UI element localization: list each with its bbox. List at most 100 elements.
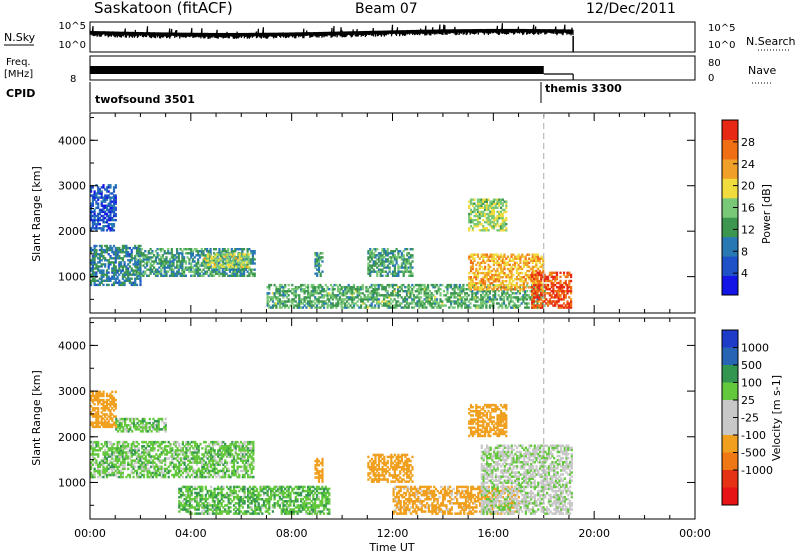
- velocity-cell: [215, 467, 218, 471]
- power-cell: [453, 290, 456, 293]
- velocity-cell: [109, 394, 112, 398]
- power-cell: [114, 200, 117, 203]
- velocity-cell: [227, 455, 230, 458]
- power-cell: [123, 255, 126, 258]
- velocity-cell: [213, 442, 216, 446]
- velocity-cell: [234, 469, 237, 473]
- velocity-cell: [180, 449, 183, 452]
- power-cell: [554, 271, 557, 274]
- power-cell: [372, 262, 375, 265]
- power-cell: [555, 296, 559, 299]
- power-cell: [475, 276, 478, 279]
- velocity-cell: [199, 473, 202, 477]
- power-cell: [330, 304, 333, 307]
- power-cell: [301, 298, 304, 301]
- power-cell: [250, 250, 253, 253]
- power-cell: [395, 256, 398, 259]
- power-cell: [487, 208, 490, 212]
- power-cell: [104, 196, 107, 199]
- velocity-cell: [176, 447, 179, 450]
- velocity-cell: [174, 449, 177, 452]
- velocity-cell: [95, 394, 98, 398]
- power-cell: [474, 296, 477, 299]
- power-cell: [548, 298, 551, 301]
- power-cell: [482, 198, 485, 201]
- velocity-cell: [120, 463, 123, 466]
- velocity-cell: [121, 475, 124, 479]
- power-cell: [154, 268, 157, 271]
- power-cell: [487, 278, 490, 281]
- power-cell: [107, 216, 110, 220]
- power-cell: [522, 290, 525, 293]
- power-cell: [280, 286, 283, 289]
- velocity-cell: [247, 442, 250, 446]
- power-cell: [552, 292, 555, 295]
- power-cell: [317, 302, 320, 305]
- velocity-cell: [111, 403, 114, 406]
- power-cell: [484, 253, 487, 256]
- power-cell: [277, 288, 280, 291]
- velocity-cell: [104, 467, 107, 471]
- power-cell: [496, 267, 499, 271]
- power-cell: [406, 260, 409, 263]
- power-cell: [557, 288, 560, 291]
- velocity-cell: [169, 469, 172, 473]
- velocity-cell: [114, 403, 117, 406]
- power-cell: [161, 266, 164, 269]
- power-cell: [139, 281, 142, 284]
- power-cell: [319, 274, 322, 277]
- power-cell: [476, 253, 480, 256]
- velocity-cell: [238, 473, 241, 477]
- power-cell: [243, 248, 246, 251]
- velocity-cell: [232, 465, 236, 469]
- power-cell: [522, 294, 525, 297]
- velocity-cell: [252, 442, 255, 446]
- power-plot-bg: [90, 113, 695, 313]
- power-cells: [90, 184, 573, 309]
- power-cell: [170, 252, 173, 255]
- power-cell: [382, 286, 386, 289]
- power-cell: [475, 269, 478, 273]
- power-cell: [244, 268, 247, 271]
- power-cell: [505, 261, 508, 264]
- power-cell: [503, 286, 506, 289]
- velocity-cell: [135, 440, 139, 444]
- velocity-cell: [128, 449, 131, 452]
- power-cell: [428, 300, 431, 303]
- velocity-cell: [125, 447, 128, 450]
- power-cell: [381, 262, 384, 265]
- power-cell: [174, 254, 177, 257]
- power-cell: [498, 255, 501, 258]
- power-cell: [97, 204, 100, 207]
- power-cell: [315, 292, 319, 295]
- velocity-cell: [206, 453, 209, 456]
- power-cell: [476, 221, 480, 224]
- power-cell: [547, 283, 550, 287]
- freq-unit: [MHz]: [4, 69, 33, 80]
- power-cell: [238, 257, 241, 260]
- power-cell: [392, 254, 395, 257]
- power-cell: [543, 279, 546, 283]
- power-cell: [317, 306, 320, 309]
- velocity-cell: [112, 459, 116, 462]
- power-cell: [370, 254, 373, 257]
- velocity-cell: [93, 449, 96, 452]
- power-cell: [492, 290, 495, 293]
- power-cell: [105, 204, 109, 207]
- power-cell: [547, 279, 550, 283]
- power-cell: [536, 292, 539, 295]
- velocity-cell: [132, 465, 135, 469]
- power-cell: [135, 258, 138, 261]
- velocity-cell: [130, 449, 133, 452]
- power-cell: [439, 292, 442, 295]
- velocity-cell: [95, 442, 98, 446]
- power-cell: [351, 286, 354, 289]
- velocity-cell: [155, 440, 158, 444]
- power-cell: [245, 255, 248, 258]
- power-cell: [474, 294, 477, 297]
- power-cell: [287, 306, 290, 309]
- power-cell: [223, 250, 226, 253]
- velocity-cell: [250, 461, 253, 464]
- power-cell: [444, 298, 447, 301]
- power-cell: [374, 283, 377, 287]
